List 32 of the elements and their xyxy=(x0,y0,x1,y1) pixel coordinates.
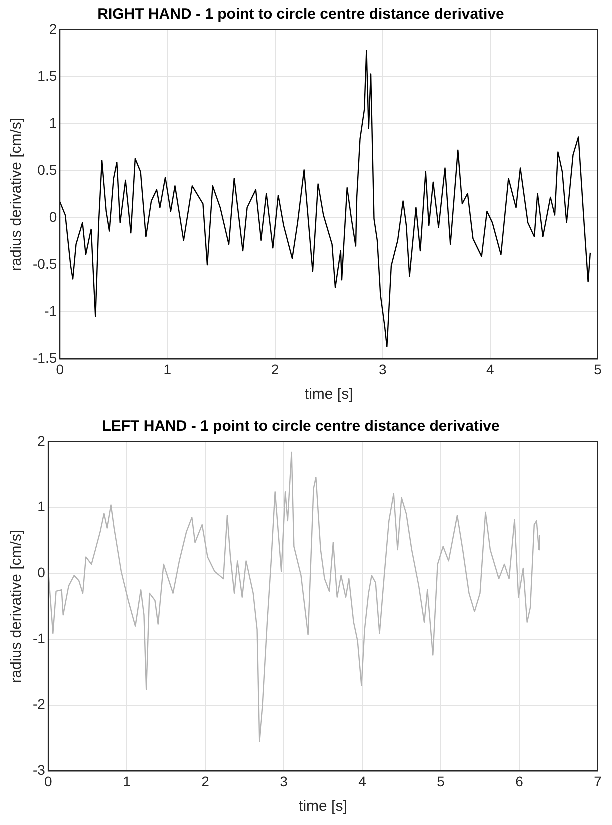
x-tick-label: 7 xyxy=(594,773,602,790)
x-tick-label: 1 xyxy=(123,773,132,790)
y-tick-label: -0.5 xyxy=(33,256,58,272)
y-tick-label: 1 xyxy=(49,114,58,131)
y-tick-label: 0 xyxy=(49,208,58,225)
y-tick-label: -1.5 xyxy=(33,350,58,366)
y-tick-label: -3 xyxy=(32,762,46,778)
y-tick-label: -2 xyxy=(32,696,46,712)
y-tick-label: -1 xyxy=(44,303,58,320)
chart-title: LEFT HAND - 1 point to circle centre distance derivative xyxy=(102,418,500,436)
y-axis-title: radius derivative [cm/s] xyxy=(8,530,26,684)
x-axis-title: time [s] xyxy=(304,386,354,404)
y-tick-label: 0.5 xyxy=(38,162,58,178)
y-tick-label: 2 xyxy=(49,20,58,37)
x-tick-label: 5 xyxy=(594,361,602,378)
x-tick-label: 3 xyxy=(280,773,288,790)
chart-title: RIGHT HAND - 1 point to circle centre distance derivative xyxy=(98,6,504,24)
y-tick-label: 1 xyxy=(38,498,46,515)
x-axis-title: time [s] xyxy=(299,798,348,816)
x-tick-label: 2 xyxy=(271,361,280,378)
y-tick-label: 2 xyxy=(38,432,46,449)
x-tick-label: 2 xyxy=(202,773,210,790)
y-tick-label: 1.5 xyxy=(38,68,58,84)
y-axis-title: radius derivative [cm/s] xyxy=(8,118,26,272)
y-tick-label: -1 xyxy=(32,630,46,646)
x-tick-label: 4 xyxy=(486,361,495,378)
x-tick-label: 4 xyxy=(358,773,367,790)
x-tick-label: 5 xyxy=(437,773,446,790)
y-tick-label: 0 xyxy=(38,564,46,581)
x-tick-label: 3 xyxy=(378,361,387,378)
x-tick-label: 1 xyxy=(164,361,172,378)
x-tick-label: 6 xyxy=(516,773,524,790)
